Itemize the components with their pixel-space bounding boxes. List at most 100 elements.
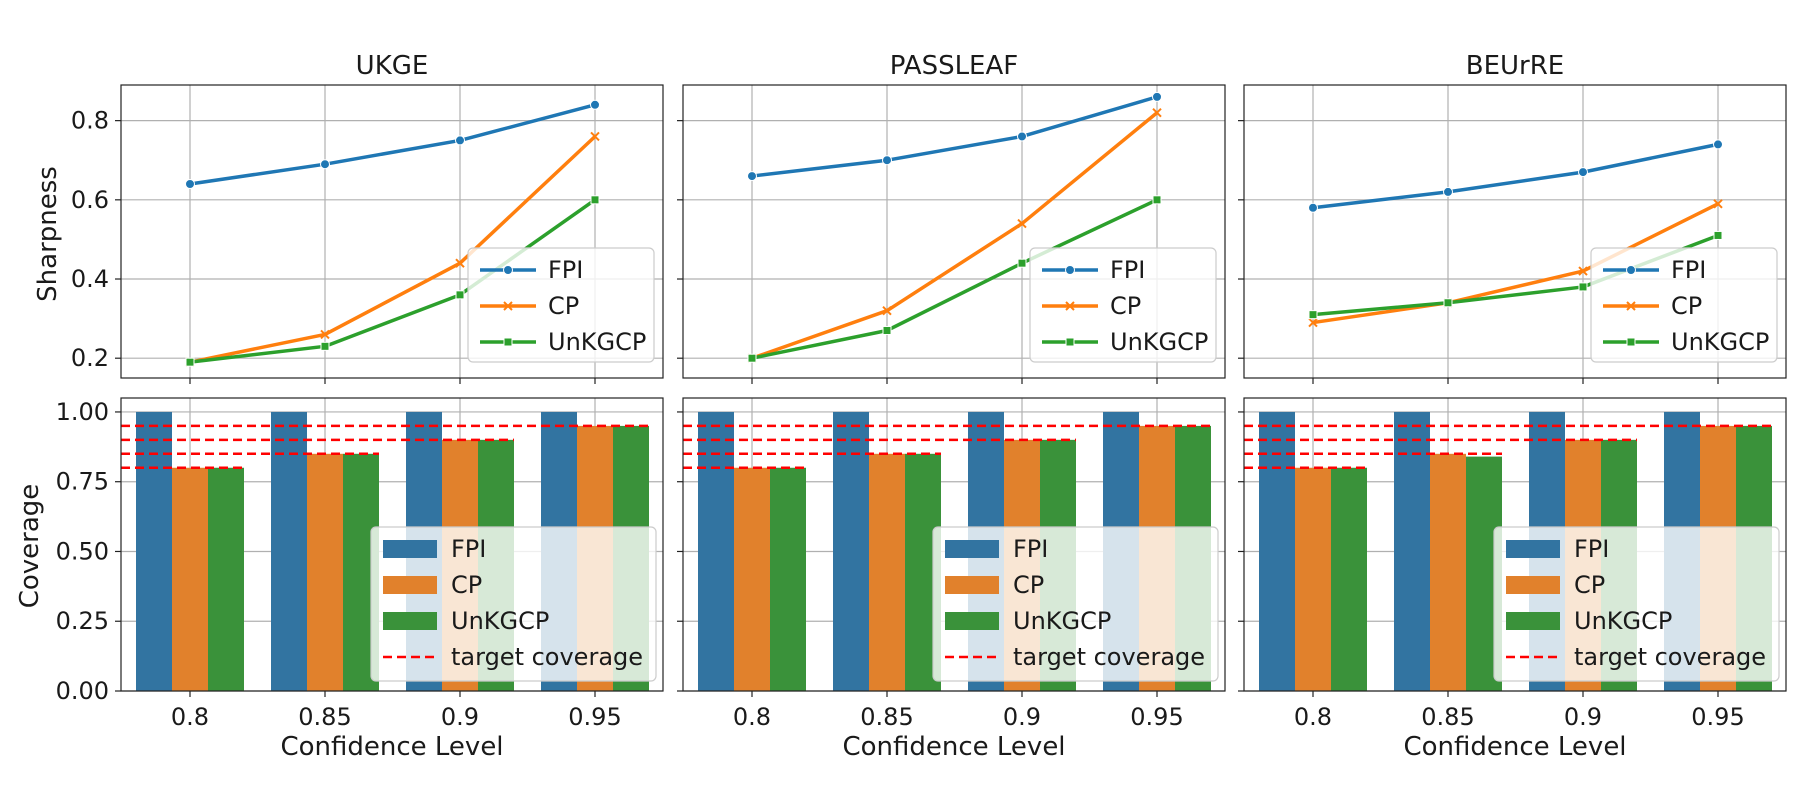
legend: FPI CP UnKGCP xyxy=(467,247,655,363)
series-line-fpi xyxy=(1312,142,1719,210)
legend: FPI CP UnKGCP target coverage xyxy=(370,526,657,682)
legend-label-unkgcp: UnKGCP xyxy=(1110,328,1208,356)
series-line-fpi xyxy=(189,103,596,186)
y-tick-label: 0.2 xyxy=(71,344,109,372)
panels-layer: 0.2 0.4 0.6 0.8 UKGE FPI CP UnKGCP PASSLEAF FPI CP… xyxy=(56,51,1787,762)
x-tick-label: 0.9 xyxy=(441,703,479,731)
data-point-cp xyxy=(1017,218,1027,229)
bar-cp xyxy=(172,467,208,691)
legend-marker-cp xyxy=(1626,301,1636,311)
legend-swatch-fpi xyxy=(383,540,437,558)
legend-label-fpi: FPI xyxy=(1671,256,1706,284)
legend-label-fpi: FPI xyxy=(1574,535,1609,563)
series-line-cp xyxy=(189,135,597,364)
y-tick-label: 0.75 xyxy=(56,468,109,496)
y-tick-label: 0.50 xyxy=(56,537,109,565)
legend: FPI CP UnKGCP xyxy=(1029,247,1217,363)
legend-frame xyxy=(932,526,1219,682)
data-point-cp xyxy=(882,305,892,316)
legend-frame xyxy=(467,247,655,363)
legend: FPI CP UnKGCP target coverage xyxy=(1493,526,1780,682)
plot-frame xyxy=(1243,397,1787,692)
legend-marker-cp xyxy=(1065,301,1075,311)
data-point-fpi xyxy=(1443,186,1453,197)
y-tick-label: 0.8 xyxy=(71,107,109,135)
legend-frame xyxy=(1029,247,1217,363)
legend-marker-fpi xyxy=(1626,265,1636,275)
legend-label-cp: CP xyxy=(548,292,579,320)
bar-fpi xyxy=(271,411,307,691)
data-point-unkgcp xyxy=(1308,310,1318,320)
series-line-fpi xyxy=(751,95,1158,178)
data-point-unkgcp xyxy=(1152,195,1162,205)
panel-title: BEUrRE xyxy=(1466,51,1564,81)
series-line-unkgcp xyxy=(189,198,597,364)
legend-label-unkgcp: UnKGCP xyxy=(1013,607,1111,635)
bar-unkgcp xyxy=(770,467,806,691)
coverage-panel-beurre: 0.8 0.85 0.9 0.95 Confidence Level FPI CP UnKGC… xyxy=(1238,397,1787,762)
data-point-fpi xyxy=(320,159,330,170)
legend-label-cp: CP xyxy=(1013,571,1044,599)
coverage-panel-ukge: 0.8 0.85 0.9 0.95 0.00 0.25 0.50 0.75 1.00 Confid… xyxy=(56,397,664,762)
bar-fpi xyxy=(136,411,172,691)
data-point-fpi xyxy=(185,178,195,189)
series-line-cp xyxy=(751,111,1159,360)
x-tick-label: 0.9 xyxy=(1564,703,1602,731)
data-point-fpi xyxy=(1713,139,1723,150)
x-axis-label: Confidence Level xyxy=(1403,732,1626,762)
data-point-unkgcp xyxy=(455,290,465,300)
data-point-unkgcp xyxy=(590,195,600,205)
legend-frame xyxy=(1590,247,1778,363)
coverage-axis-label: Coverage xyxy=(15,484,45,609)
legend-label-cp: CP xyxy=(451,571,482,599)
sharpness-panel-ukge: 0.2 0.4 0.6 0.8 UKGE FPI CP UnKGCP xyxy=(71,51,664,384)
legend-label-cp: CP xyxy=(1110,292,1141,320)
legend-marker-fpi xyxy=(503,265,513,275)
data-point-unkgcp xyxy=(747,353,757,363)
legend-label-fpi: FPI xyxy=(451,535,486,563)
legend-label-fpi: FPI xyxy=(1013,535,1048,563)
legend-swatch-unkgcp xyxy=(383,612,437,630)
x-tick-label: 0.85 xyxy=(298,703,351,731)
panel-title: UKGE xyxy=(356,51,429,81)
legend-swatch-unkgcp xyxy=(1506,612,1560,630)
x-tick-label: 0.85 xyxy=(860,703,913,731)
bar-fpi xyxy=(833,411,869,691)
bar-cp xyxy=(1430,453,1466,691)
legend-frame xyxy=(370,526,657,682)
legend-marker-fpi xyxy=(1065,265,1075,275)
data-point-fpi xyxy=(1308,202,1318,213)
bar-cp xyxy=(307,453,343,691)
data-point-unkgcp xyxy=(1578,282,1588,292)
legend-marker-unkgcp xyxy=(503,337,513,347)
bar-cp xyxy=(869,453,905,691)
legend-swatch-cp xyxy=(383,576,437,594)
legend-swatch-fpi xyxy=(945,540,999,558)
data-point-unkgcp xyxy=(185,357,195,367)
data-point-cp xyxy=(1152,108,1162,118)
data-point-fpi xyxy=(1152,91,1162,102)
data-point-unkgcp xyxy=(1713,230,1723,240)
panel-title: PASSLEAF xyxy=(890,51,1018,81)
plot-frame xyxy=(1243,84,1787,379)
x-tick-label: 0.8 xyxy=(171,703,209,731)
legend-label-target: target coverage xyxy=(1574,643,1766,671)
y-tick-label: 0.6 xyxy=(71,186,109,214)
x-tick-label: 0.95 xyxy=(1691,703,1744,731)
x-tick-label: 0.9 xyxy=(1003,703,1041,731)
plot-frame xyxy=(120,84,664,379)
legend-label-fpi: FPI xyxy=(548,256,583,284)
legend-label-cp: CP xyxy=(1574,571,1605,599)
bar-fpi xyxy=(1259,411,1295,691)
x-tick-label: 0.95 xyxy=(568,703,621,731)
bar-unkgcp xyxy=(1331,467,1367,691)
data-point-fpi xyxy=(1578,167,1588,178)
legend: FPI CP UnKGCP xyxy=(1590,247,1778,363)
x-tick-label: 0.8 xyxy=(1294,703,1332,731)
legend-label-unkgcp: UnKGCP xyxy=(548,328,646,356)
sharpness-panel-beurre: BEUrRE FPI CP UnKGCP xyxy=(1238,51,1787,384)
x-tick-label: 0.8 xyxy=(733,703,771,731)
data-point-fpi xyxy=(590,99,600,110)
data-point-cp xyxy=(590,131,600,142)
